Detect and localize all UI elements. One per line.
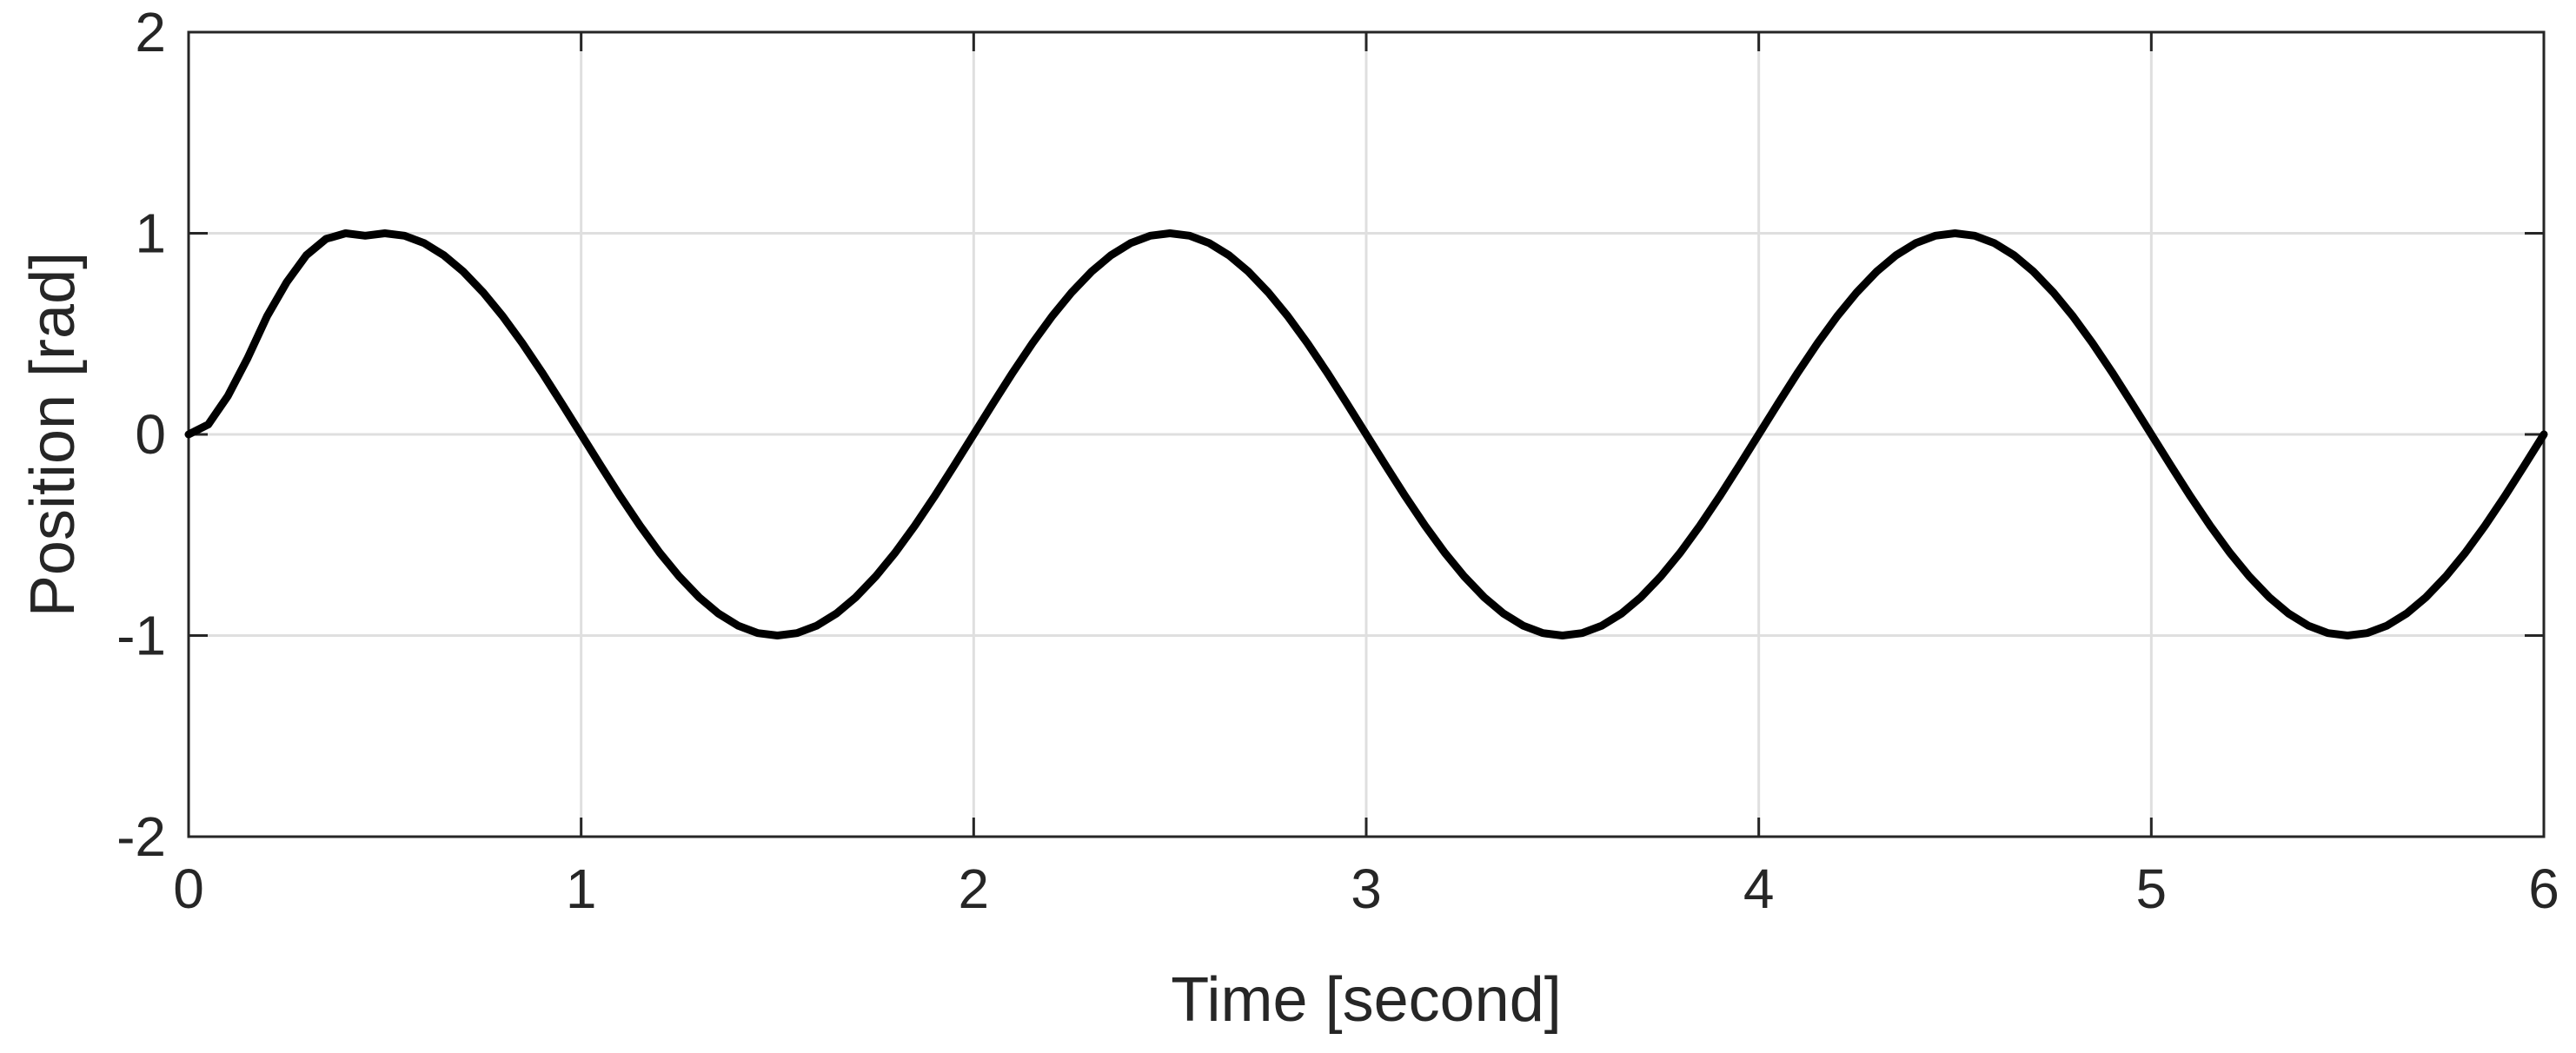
y-axis-label: Position [rad] bbox=[18, 252, 88, 617]
y-tick-label: -1 bbox=[116, 605, 166, 667]
x-tick-label: 4 bbox=[1743, 858, 1775, 920]
series-line-1 bbox=[184, 229, 2548, 639]
x-axis-label: Time [second] bbox=[1171, 965, 1562, 1035]
y-tick-label: 0 bbox=[135, 403, 166, 466]
x-tick-label: 2 bbox=[959, 858, 990, 920]
series-group bbox=[184, 229, 2548, 639]
y-tick-label: 2 bbox=[135, 1, 166, 63]
x-tick-label: 1 bbox=[566, 858, 597, 920]
x-axis-tick-labels: 0 1 2 3 4 5 6 bbox=[173, 858, 2559, 920]
y-axis-tick-labels: -2 -1 0 1 2 bbox=[116, 1, 166, 868]
x-tick-label: 0 bbox=[173, 858, 204, 920]
x-tick-label: 6 bbox=[2528, 858, 2559, 920]
x-tick-label: 5 bbox=[2136, 858, 2168, 920]
y-tick-label: -2 bbox=[116, 805, 166, 868]
y-tick-label: 1 bbox=[135, 202, 166, 265]
x-tick-label: 3 bbox=[1351, 858, 1382, 920]
